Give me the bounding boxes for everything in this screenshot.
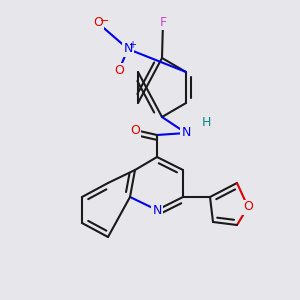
Text: O: O (130, 124, 140, 136)
Text: N: N (181, 127, 191, 140)
Text: H: H (201, 116, 211, 128)
Text: O: O (243, 200, 253, 214)
Text: F: F (159, 16, 167, 28)
Text: O: O (93, 16, 103, 29)
Text: O: O (114, 64, 124, 76)
Text: N: N (152, 203, 162, 217)
Text: N: N (123, 43, 133, 56)
Text: +: + (128, 40, 136, 50)
Text: −: − (100, 16, 109, 26)
